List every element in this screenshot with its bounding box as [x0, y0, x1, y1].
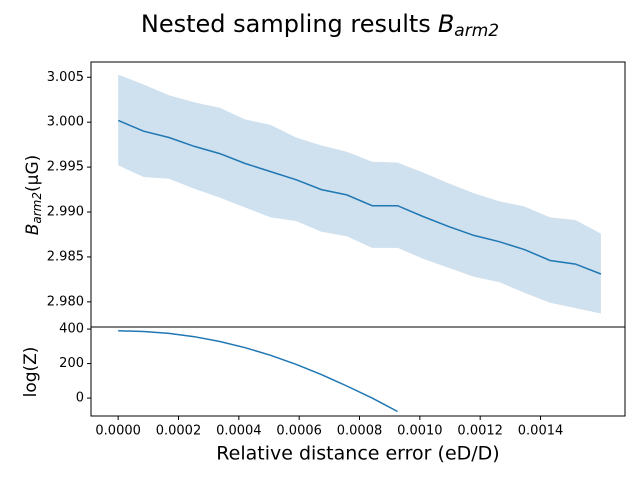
y-tick-label: 2.980 [47, 294, 84, 309]
y-tick-label: 3.000 [47, 115, 84, 130]
y-axis-label: log(Z) [21, 347, 41, 398]
y-axis-label: Barm2(μG) [23, 155, 44, 236]
x-tick-label: 0.0010 [397, 424, 443, 439]
title-symbol: B [438, 10, 454, 38]
x-tick-label: 0.0006 [276, 424, 322, 439]
data-line [118, 330, 398, 413]
y-tick-label: 200 [59, 356, 84, 371]
ylabel-symbol: B [23, 224, 43, 236]
x-tick-label: 0.0014 [518, 424, 564, 439]
x-axis-label: Relative distance error (eD/D) [216, 443, 499, 465]
y-tick-label: 3.005 [47, 70, 84, 85]
title-subscript: arm2 [454, 21, 499, 41]
title-text: Nested sampling results [141, 10, 431, 38]
y-tick-label: 0 [76, 391, 84, 406]
y-tick-label: 2.985 [47, 249, 84, 264]
x-tick-label: 0.0000 [95, 424, 141, 439]
ylabel-unit: (μG) [23, 155, 43, 192]
confidence-band [118, 74, 601, 314]
x-tick-label: 0.0002 [156, 424, 202, 439]
x-tick-label: 0.0004 [216, 424, 262, 439]
x-tick-label: 0.0012 [457, 424, 503, 439]
y-tick-label: 2.995 [47, 160, 84, 175]
axes-frame [90, 326, 626, 417]
data-line [117, 119, 602, 275]
figure-title: Nested sampling results Barm2 [141, 10, 499, 41]
ylabel-subscript: arm2 [30, 192, 44, 224]
y-tick-label: 400 [59, 322, 84, 337]
x-tick-label: 0.0008 [337, 424, 383, 439]
y-tick-label: 2.990 [47, 205, 84, 220]
